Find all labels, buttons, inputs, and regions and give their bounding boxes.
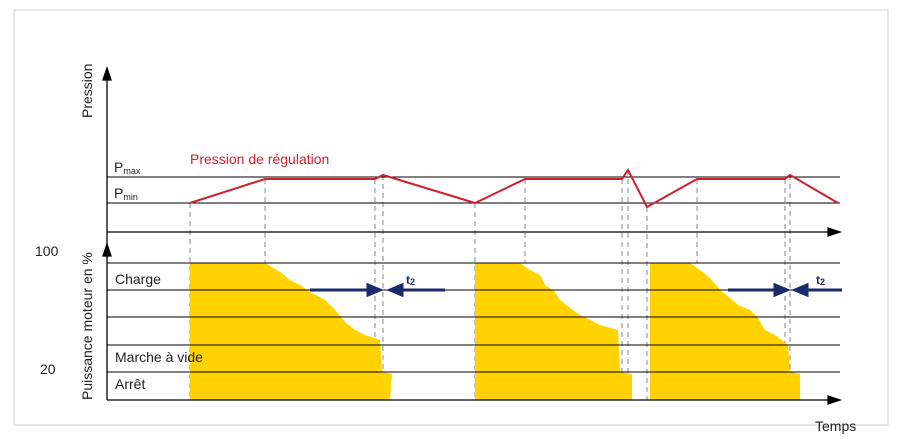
pressure-axis-label: Pression [79, 64, 95, 118]
interval-label: t2 [816, 273, 825, 287]
load-areas [190, 263, 800, 400]
axes [102, 65, 843, 405]
level-low: 20 [40, 361, 56, 377]
frame [13, 9, 889, 426]
pressure-curve [189, 168, 839, 209]
level-lines [107, 176, 840, 373]
curve-label: Pression de régulation [190, 151, 329, 167]
p-min-label: Pmin [114, 185, 138, 202]
interval-arrows [310, 282, 842, 298]
x-axis-label: Temps [815, 418, 856, 434]
row-label: Charge [115, 271, 161, 287]
row-label: Arrêt [115, 376, 145, 392]
power-axis-label: Puissance moteur en % [79, 252, 95, 400]
row-label: Marche à vide [115, 349, 203, 365]
interval-label: t2 [406, 273, 415, 287]
p-max-label: Pmax [114, 159, 141, 176]
level-high: 100 [35, 243, 59, 259]
